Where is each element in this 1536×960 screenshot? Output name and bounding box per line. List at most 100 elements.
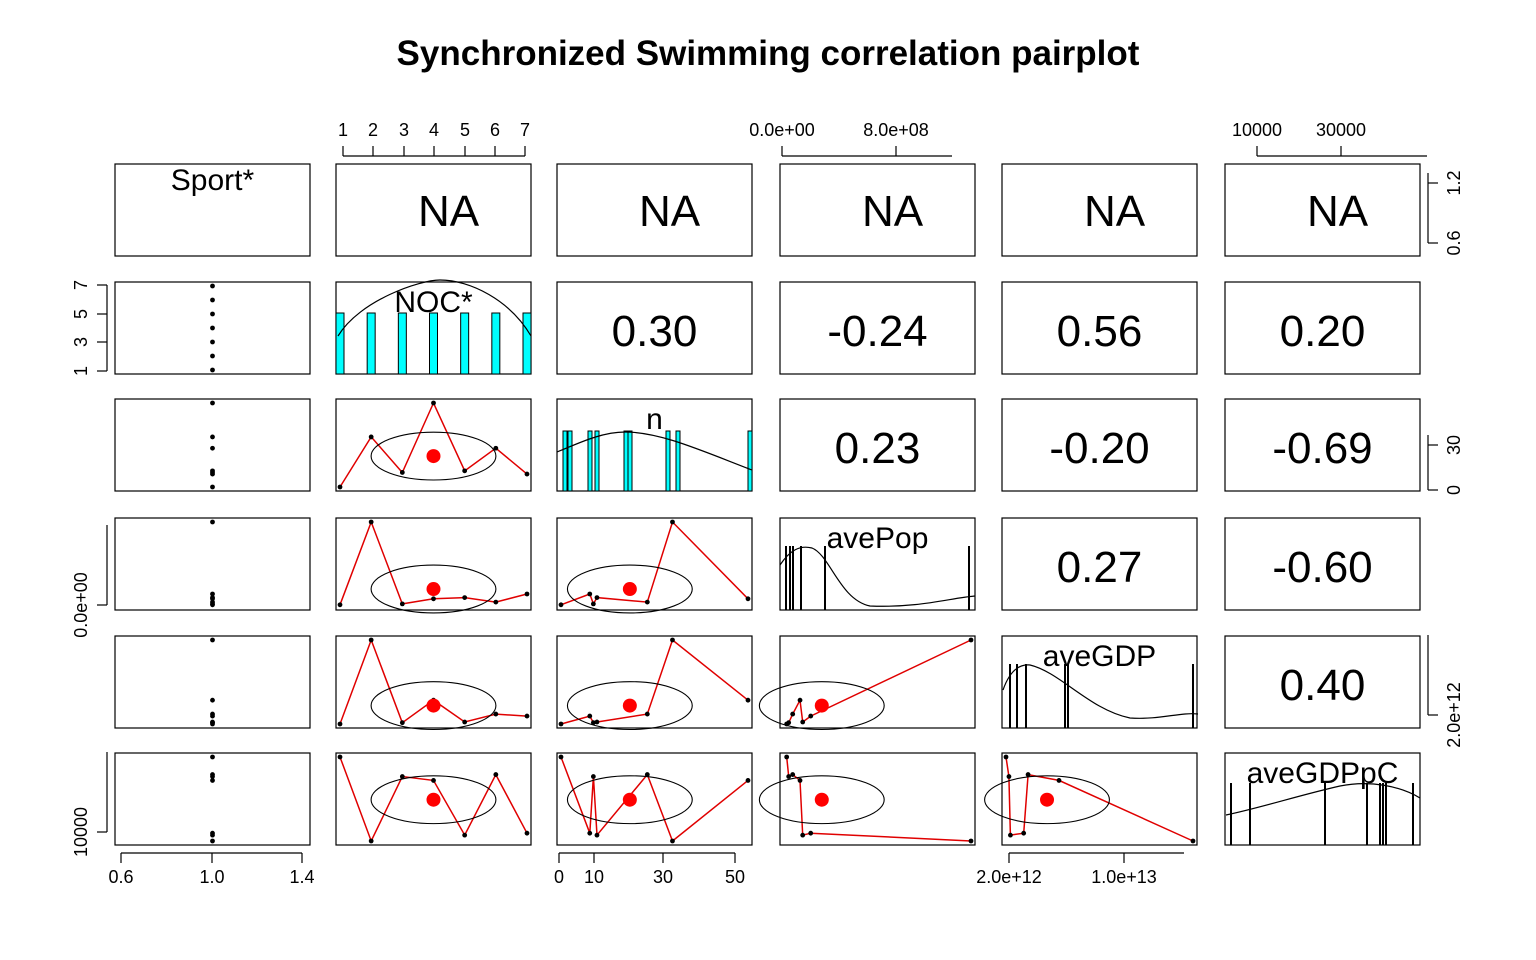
tick-label: 1 (338, 120, 348, 140)
data-point (210, 713, 215, 719)
histogram-bar (491, 312, 501, 375)
data-point (644, 599, 650, 605)
panel-frame (779, 398, 976, 492)
correlation-ellipse (566, 681, 693, 731)
tick-label: 0.6 (108, 867, 133, 887)
data-point (210, 772, 215, 777)
histogram-bar (562, 430, 568, 492)
na-label: NA (862, 187, 924, 236)
tick-label: 2.0e+12 (976, 867, 1042, 887)
histogram-bar (747, 430, 753, 492)
mean-point (1040, 792, 1055, 807)
tick-label: 1 (71, 366, 91, 376)
data-point (808, 830, 814, 836)
data-point (594, 719, 600, 725)
correlation-label: -0.60 (1272, 543, 1372, 592)
panel-frame (114, 752, 311, 846)
data-point (1025, 772, 1031, 777)
panel-frame (556, 281, 753, 375)
diagonal-label: n (646, 403, 663, 436)
data-point (1190, 838, 1196, 844)
mean-point (814, 792, 829, 807)
data-point (210, 445, 215, 451)
data-point (210, 339, 215, 345)
data-point (493, 711, 499, 717)
histogram-bar (397, 312, 407, 375)
mean-point (622, 582, 637, 597)
data-point (590, 720, 596, 726)
data-point (558, 754, 564, 760)
histogram-bar (429, 312, 438, 375)
panel-frame (779, 281, 976, 375)
panel-frame (114, 281, 311, 375)
data-point (431, 778, 436, 783)
histogram-bar (567, 430, 573, 492)
correlation-ellipse (758, 775, 885, 825)
correlation-label: -0.20 (1049, 424, 1149, 473)
data-point (1056, 778, 1062, 783)
tick-label: 30 (653, 867, 673, 887)
tick-label: 2.0e+12 (1444, 682, 1464, 748)
panel-frame (779, 163, 976, 257)
diagonal-label: aveGDP (1043, 640, 1156, 673)
data-point (670, 519, 675, 525)
data-point (786, 720, 792, 726)
smoother-line (339, 401, 528, 488)
data-point (493, 772, 499, 777)
density-curve (1002, 664, 1199, 719)
correlation-label: -0.24 (827, 307, 927, 356)
data-point (745, 778, 751, 783)
data-point (210, 311, 215, 317)
data-point (558, 721, 564, 727)
data-point (399, 774, 405, 779)
histogram-bar (675, 430, 681, 492)
correlation-label: 0.56 (1057, 307, 1143, 356)
tick-label: 2 (368, 120, 378, 140)
smoother-line (785, 756, 972, 842)
panel-frame (1001, 163, 1198, 257)
smoother-line (560, 638, 749, 725)
data-point (808, 713, 814, 719)
tick-label: 10 (584, 867, 604, 887)
data-point (210, 838, 215, 844)
panel-frame (556, 163, 753, 257)
data-point (797, 778, 803, 783)
data-point (800, 832, 806, 838)
tick-label: 3 (399, 120, 409, 140)
data-point (399, 470, 405, 475)
data-point (594, 595, 600, 600)
mean-point (814, 698, 829, 713)
data-point (337, 602, 343, 608)
tick-label: 1.4 (289, 867, 314, 887)
tick-label: 50 (725, 867, 745, 887)
data-point (968, 637, 974, 643)
data-point (399, 601, 405, 607)
data-point (210, 367, 215, 373)
data-point (644, 711, 650, 717)
panel-frame (1001, 281, 1198, 375)
data-point (558, 602, 564, 608)
histogram-bar (587, 430, 593, 492)
tick-label: 5 (460, 120, 470, 140)
data-point (590, 774, 596, 779)
data-point (210, 325, 215, 331)
na-label: NA (418, 187, 480, 236)
data-point (210, 719, 215, 725)
data-point (210, 591, 215, 597)
smoother-line (1005, 756, 1194, 842)
data-point (210, 519, 215, 525)
data-point (462, 595, 468, 600)
panel-frame (1224, 752, 1421, 846)
histogram-bar (594, 430, 600, 492)
mean-point (426, 792, 441, 807)
correlation-ellipse (984, 775, 1110, 825)
data-point (1003, 754, 1009, 760)
panel-frame (1224, 635, 1421, 729)
panel-frame (556, 752, 753, 846)
data-point (337, 721, 343, 727)
tick-label: 10000 (1232, 120, 1282, 140)
data-point (493, 445, 499, 451)
tick-label: 1.0e+13 (1091, 867, 1157, 887)
tick-label: 0.0e+00 (749, 120, 815, 140)
panel-frame (335, 163, 532, 257)
